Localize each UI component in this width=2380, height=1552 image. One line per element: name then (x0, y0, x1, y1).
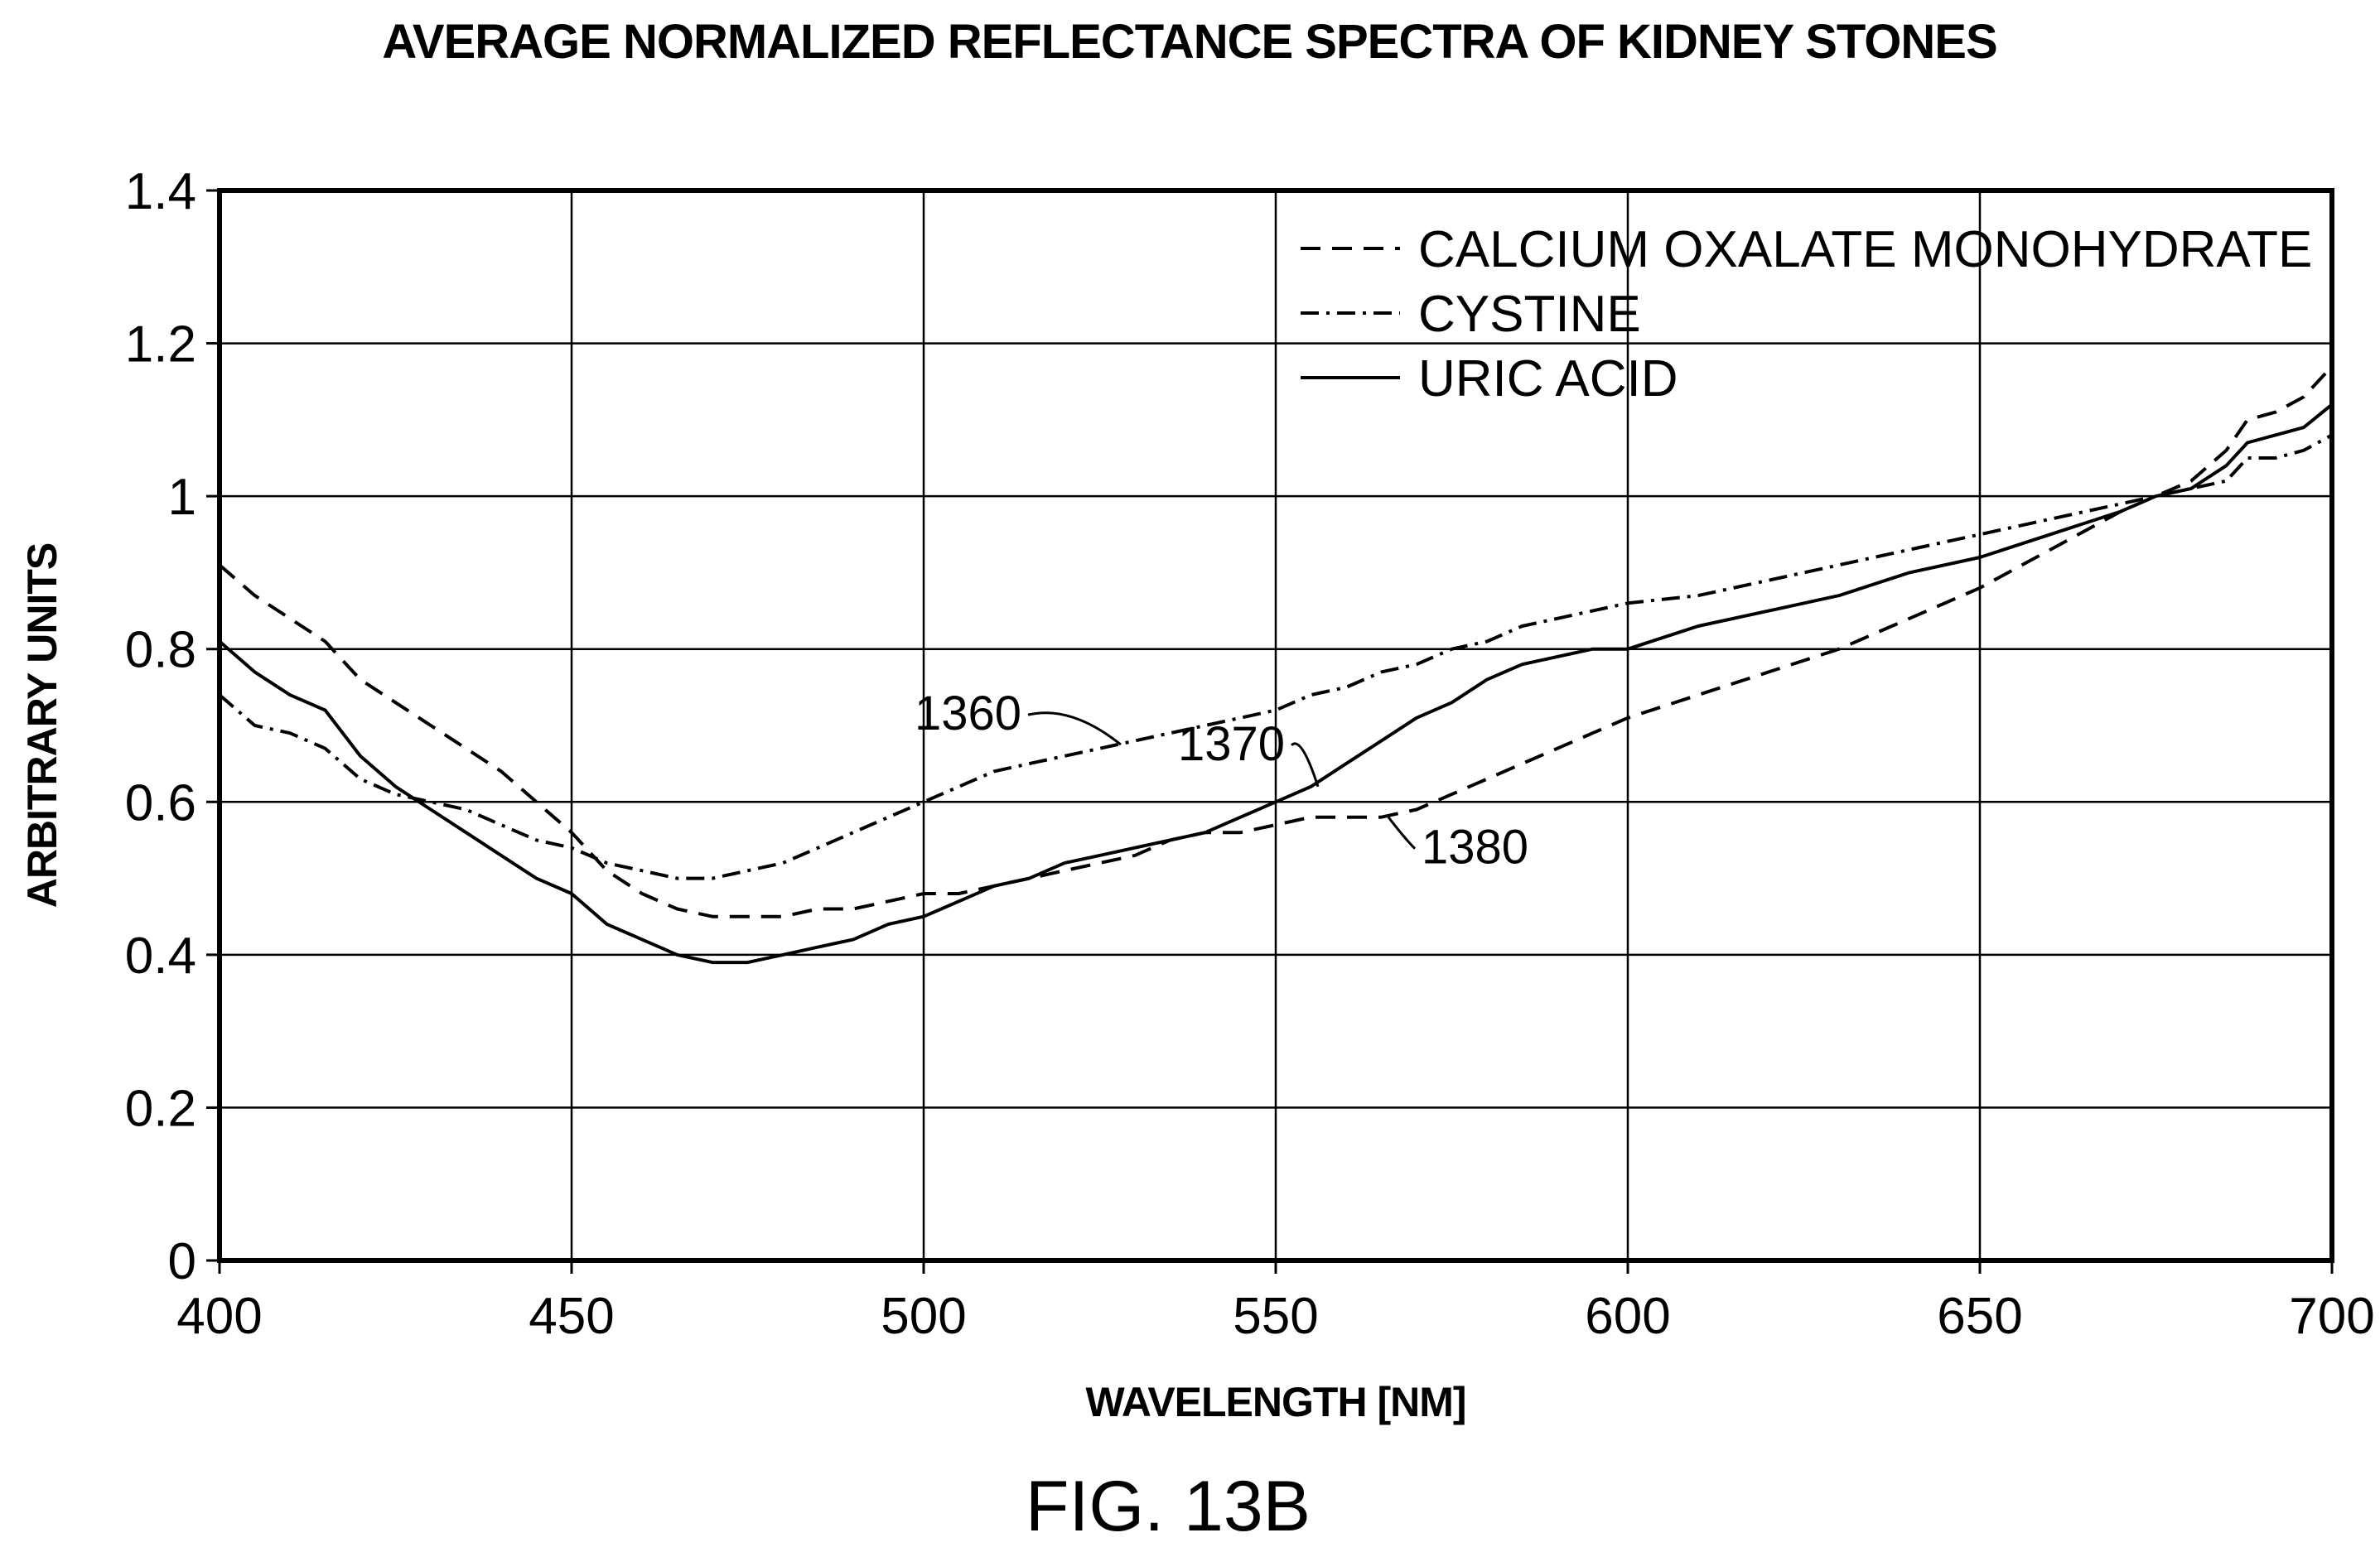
x-tick-label: 700 (2289, 1288, 2374, 1345)
annotation-label: 1370 (1178, 717, 1285, 771)
figure-caption: FIG. 13B (1026, 1467, 1311, 1546)
legend-label: URIC ACID (1418, 350, 1678, 407)
grid-lines (220, 190, 2332, 1260)
y-tick-label: 1.4 (125, 163, 196, 220)
x-tick-label: 450 (529, 1288, 614, 1345)
series-line-cystine (218, 433, 2333, 880)
annotation-leader (1290, 742, 1320, 788)
y-tick-label: 0.2 (125, 1080, 196, 1137)
legend: CALCIUM OXALATE MONOHYDRATE CYSTINE URIC A… (1301, 221, 2312, 407)
x-tick-label: 650 (1937, 1288, 2022, 1345)
series-line-uric-acid (218, 402, 2334, 965)
x-tick-label: 400 (176, 1288, 262, 1345)
y-tick-label: 0.4 (125, 928, 196, 985)
x-tick-label: 500 (881, 1288, 966, 1345)
annotations: 1360 1370 1380 (915, 687, 1528, 875)
axis-ticks: 400 450 500 550 600 650 700 0 0.2 0.4 0.6 0.8 1 1.2 1.… (125, 163, 2375, 1345)
series-lines (218, 364, 2334, 965)
annotation-leader (1387, 816, 1417, 850)
legend-label: CYSTINE (1418, 286, 1641, 343)
x-axis-title: WAVELENGTH [NM] (1085, 1379, 1465, 1425)
y-tick-label: 1 (168, 469, 196, 526)
y-tick-label: 1.2 (125, 316, 196, 374)
y-tick-label: 0.6 (125, 774, 196, 831)
legend-label: CALCIUM OXALATE MONOHYDRATE (1418, 221, 2312, 278)
x-tick-label: 550 (1233, 1288, 1318, 1345)
chart-title: AVERAGE NORMALIZED REFLECTANCE SPECTRA O… (382, 15, 1996, 69)
annotation-label: 1380 (1422, 821, 1528, 875)
annotation-label: 1360 (915, 687, 1021, 740)
x-tick-label: 600 (1585, 1288, 1670, 1345)
y-axis-title: ARBITRARY UNITS (19, 543, 65, 909)
annotation-leader (1027, 711, 1122, 746)
y-tick-label: 0 (168, 1233, 196, 1290)
y-tick-label: 0.8 (125, 622, 196, 679)
